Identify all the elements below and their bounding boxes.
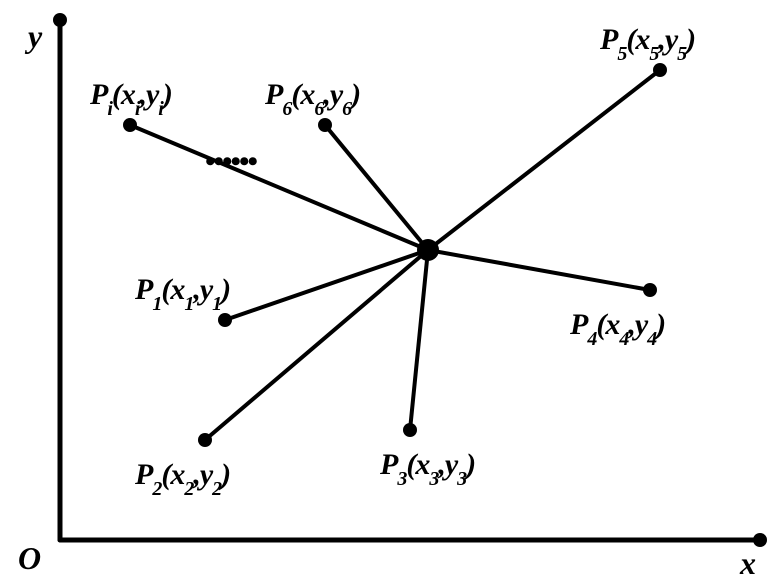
- origin-label: O: [18, 540, 41, 577]
- point-label-P6: P6(x6,y6): [265, 80, 360, 115]
- point-label-P3: P3(x3,y3): [380, 450, 475, 485]
- point-label-Pi: Pi(xi,yi): [90, 80, 172, 115]
- point-label-P1: P1(x1,y1): [135, 275, 230, 310]
- ellipsis-dots: ••••••: [205, 145, 256, 179]
- point-label-P5: P5(x5,y5): [600, 25, 695, 60]
- diagram-canvas: y x O •••••• P1(x1,y1) P2(x2,y2) P3(x3,y3)…: [0, 0, 774, 583]
- point-label-P4: P4(x4,y4): [570, 310, 665, 345]
- y-axis-label: y: [28, 18, 42, 55]
- point-label-P2: P2(x2,y2): [135, 460, 230, 495]
- x-axis-label: x: [740, 545, 756, 582]
